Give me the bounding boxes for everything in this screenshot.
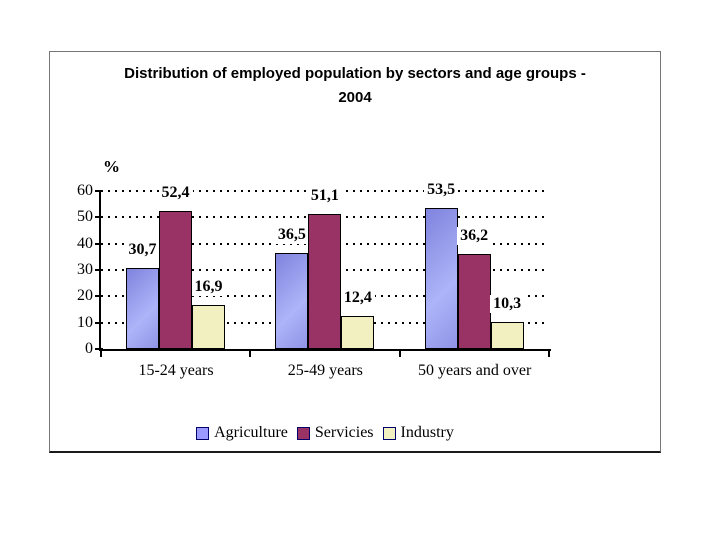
bar-servicies-0 <box>159 211 192 349</box>
value-label: 16,9 <box>191 277 226 296</box>
value-label: 51,1 <box>307 187 342 206</box>
y-tick-label: 20 <box>77 287 93 305</box>
legend-swatch-agriculture <box>196 426 210 440</box>
bar-agriculture-1 <box>275 252 309 349</box>
value-label: 36,5 <box>274 225 309 244</box>
value-label: 12,4 <box>340 289 375 308</box>
bar-industry-1 <box>341 316 375 349</box>
value-label: 30,7 <box>125 241 160 260</box>
x-axis-tick <box>100 349 102 357</box>
chart-title: Distribution of employed population by s… <box>124 65 586 106</box>
bar-industry-2 <box>490 321 524 349</box>
x-axis-tick <box>548 349 550 357</box>
bar-agriculture-0 <box>126 268 159 349</box>
category-label: 25-49 years <box>287 362 363 379</box>
y-axis-tick <box>95 216 103 219</box>
legend: Agriculture Servicies Industry <box>101 422 549 444</box>
chart-frame: Distribution of employed population by s… <box>49 51 661 453</box>
legend-swatch-servicies <box>296 426 310 440</box>
legend-label: Industry <box>400 424 454 441</box>
bar-agriculture-2 <box>424 208 458 349</box>
y-tick-label: 10 <box>77 313 93 331</box>
category-label: 50 years and over <box>418 362 532 379</box>
y-axis-tick <box>95 190 103 192</box>
y-tick-label: 30 <box>77 261 93 278</box>
y-tick-label: 40 <box>77 234 93 252</box>
value-label: 36,2 <box>457 226 492 245</box>
y-axis-unit-label: % <box>103 157 120 176</box>
y-axis-tick <box>95 348 103 350</box>
plot-area: 0 10 20 30 40 50 60 30,7 52,4 16,9 15-24 years 36,5… <box>77 181 551 379</box>
bar-industry-0 <box>192 304 225 349</box>
legend-label: Agriculture <box>214 424 288 441</box>
category-label: 15-24 years <box>138 362 214 379</box>
bar-servicies-1 <box>308 214 342 349</box>
legend-item-agriculture: Agriculture <box>196 424 288 442</box>
y-tick-label: 0 <box>85 340 93 357</box>
y-axis-line <box>99 191 101 351</box>
y-axis-tick <box>95 269 103 271</box>
legend-swatch-industry <box>382 426 396 440</box>
legend-label: Servicies <box>314 424 374 441</box>
y-tick-label: 50 <box>77 208 93 226</box>
x-axis-tick <box>249 349 252 357</box>
bar-servicies-2 <box>457 253 491 349</box>
legend-item-industry: Industry <box>382 424 454 442</box>
value-label: 10,3 <box>490 294 525 313</box>
x-axis-tick <box>398 349 401 357</box>
value-label: 53,5 <box>424 181 459 200</box>
y-axis-tick <box>95 321 103 324</box>
x-axis-line <box>99 349 551 351</box>
y-tick-label: 60 <box>77 182 93 199</box>
legend-item-servicies: Servicies <box>296 424 374 442</box>
value-label: 52,4 <box>158 184 193 203</box>
y-axis-tick <box>95 295 103 298</box>
y-axis-tick <box>95 242 103 245</box>
